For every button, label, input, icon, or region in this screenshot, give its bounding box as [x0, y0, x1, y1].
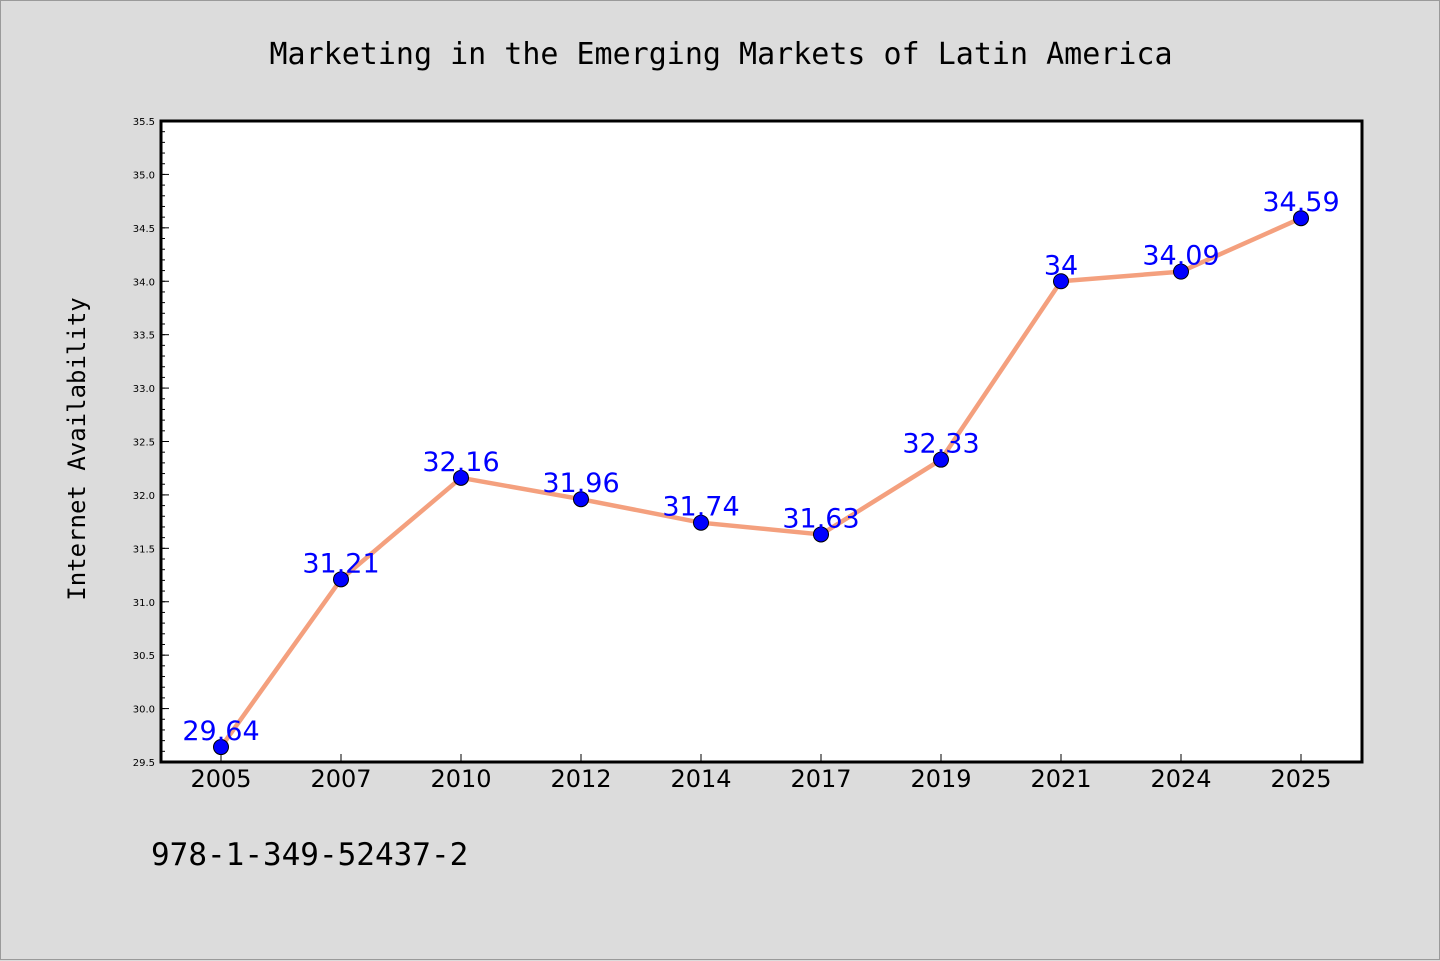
y-axis-ticks: 29.5 30.0 30.5 31.0 31.5 32.0 32.5 33.0 33.5 34.0… [133, 117, 169, 769]
y-tick-label: 31.0 [133, 598, 155, 609]
data-point [573, 491, 589, 508]
data-point [693, 514, 709, 531]
y-tick-label: 33.5 [133, 331, 155, 342]
data-point [1053, 273, 1069, 290]
y-tick-label: 34.5 [133, 224, 155, 235]
y-tick-label: 32.0 [133, 491, 155, 502]
data-label: 31.74 [662, 492, 739, 523]
data-label: 32.33 [902, 429, 979, 460]
data-label: 34 [1044, 250, 1078, 281]
data-label: 29.64 [182, 716, 259, 747]
x-tick-label: 2010 [430, 765, 491, 793]
x-tick-label: 2017 [790, 765, 851, 793]
data-labels: 29.64 31.21 32.16 31.96 31.74 31.63 32.33 34 34.… [182, 187, 1339, 747]
data-point [333, 571, 349, 588]
data-label: 31.63 [782, 503, 859, 534]
y-tick-label: 29.5 [133, 758, 155, 769]
x-tick-label: 2024 [1150, 765, 1211, 793]
y-tick-label: 30.5 [133, 651, 155, 662]
x-tick-label: 2021 [1030, 765, 1091, 793]
x-tick-label: 2007 [310, 765, 371, 793]
x-tick-label: 2025 [1270, 765, 1331, 793]
x-tick-label: 2012 [550, 765, 611, 793]
x-tick-label: 2014 [670, 765, 731, 793]
y-tick-label: 31.5 [133, 544, 155, 555]
y-tick-label: 33.0 [133, 384, 155, 395]
data-label: 31.21 [302, 548, 379, 579]
data-label: 34.09 [1142, 241, 1219, 272]
data-label: 31.96 [542, 468, 619, 499]
data-label: 34.59 [1262, 187, 1339, 218]
x-axis-ticks: 2005 2007 2010 2012 2014 2017 2019 2021 2024 2025 [190, 754, 1332, 793]
y-tick-label: 32.5 [133, 438, 155, 449]
y-tick-label: 35.0 [133, 170, 155, 181]
y-tick-label: 34.0 [133, 277, 155, 288]
y-tick-label: 35.5 [133, 117, 155, 128]
plot-area [159, 119, 1364, 764]
y-tick-label: 30.0 [133, 705, 155, 716]
data-point [1173, 263, 1189, 280]
data-point [1293, 210, 1309, 227]
x-tick-label: 2005 [190, 765, 251, 793]
data-point [933, 451, 949, 468]
y-axis-label: Internet Availability [63, 297, 91, 600]
data-point [213, 739, 229, 756]
data-point [813, 526, 829, 543]
chart-title: Marketing in the Emerging Markets of Lat… [269, 37, 1172, 72]
data-label: 32.16 [422, 447, 499, 478]
series-line [218, 215, 1304, 750]
data-point [453, 469, 469, 486]
isbn-text: 978-1-349-52437-2 [151, 837, 468, 873]
data-markers [213, 210, 1309, 756]
x-tick-label: 2019 [910, 765, 971, 793]
